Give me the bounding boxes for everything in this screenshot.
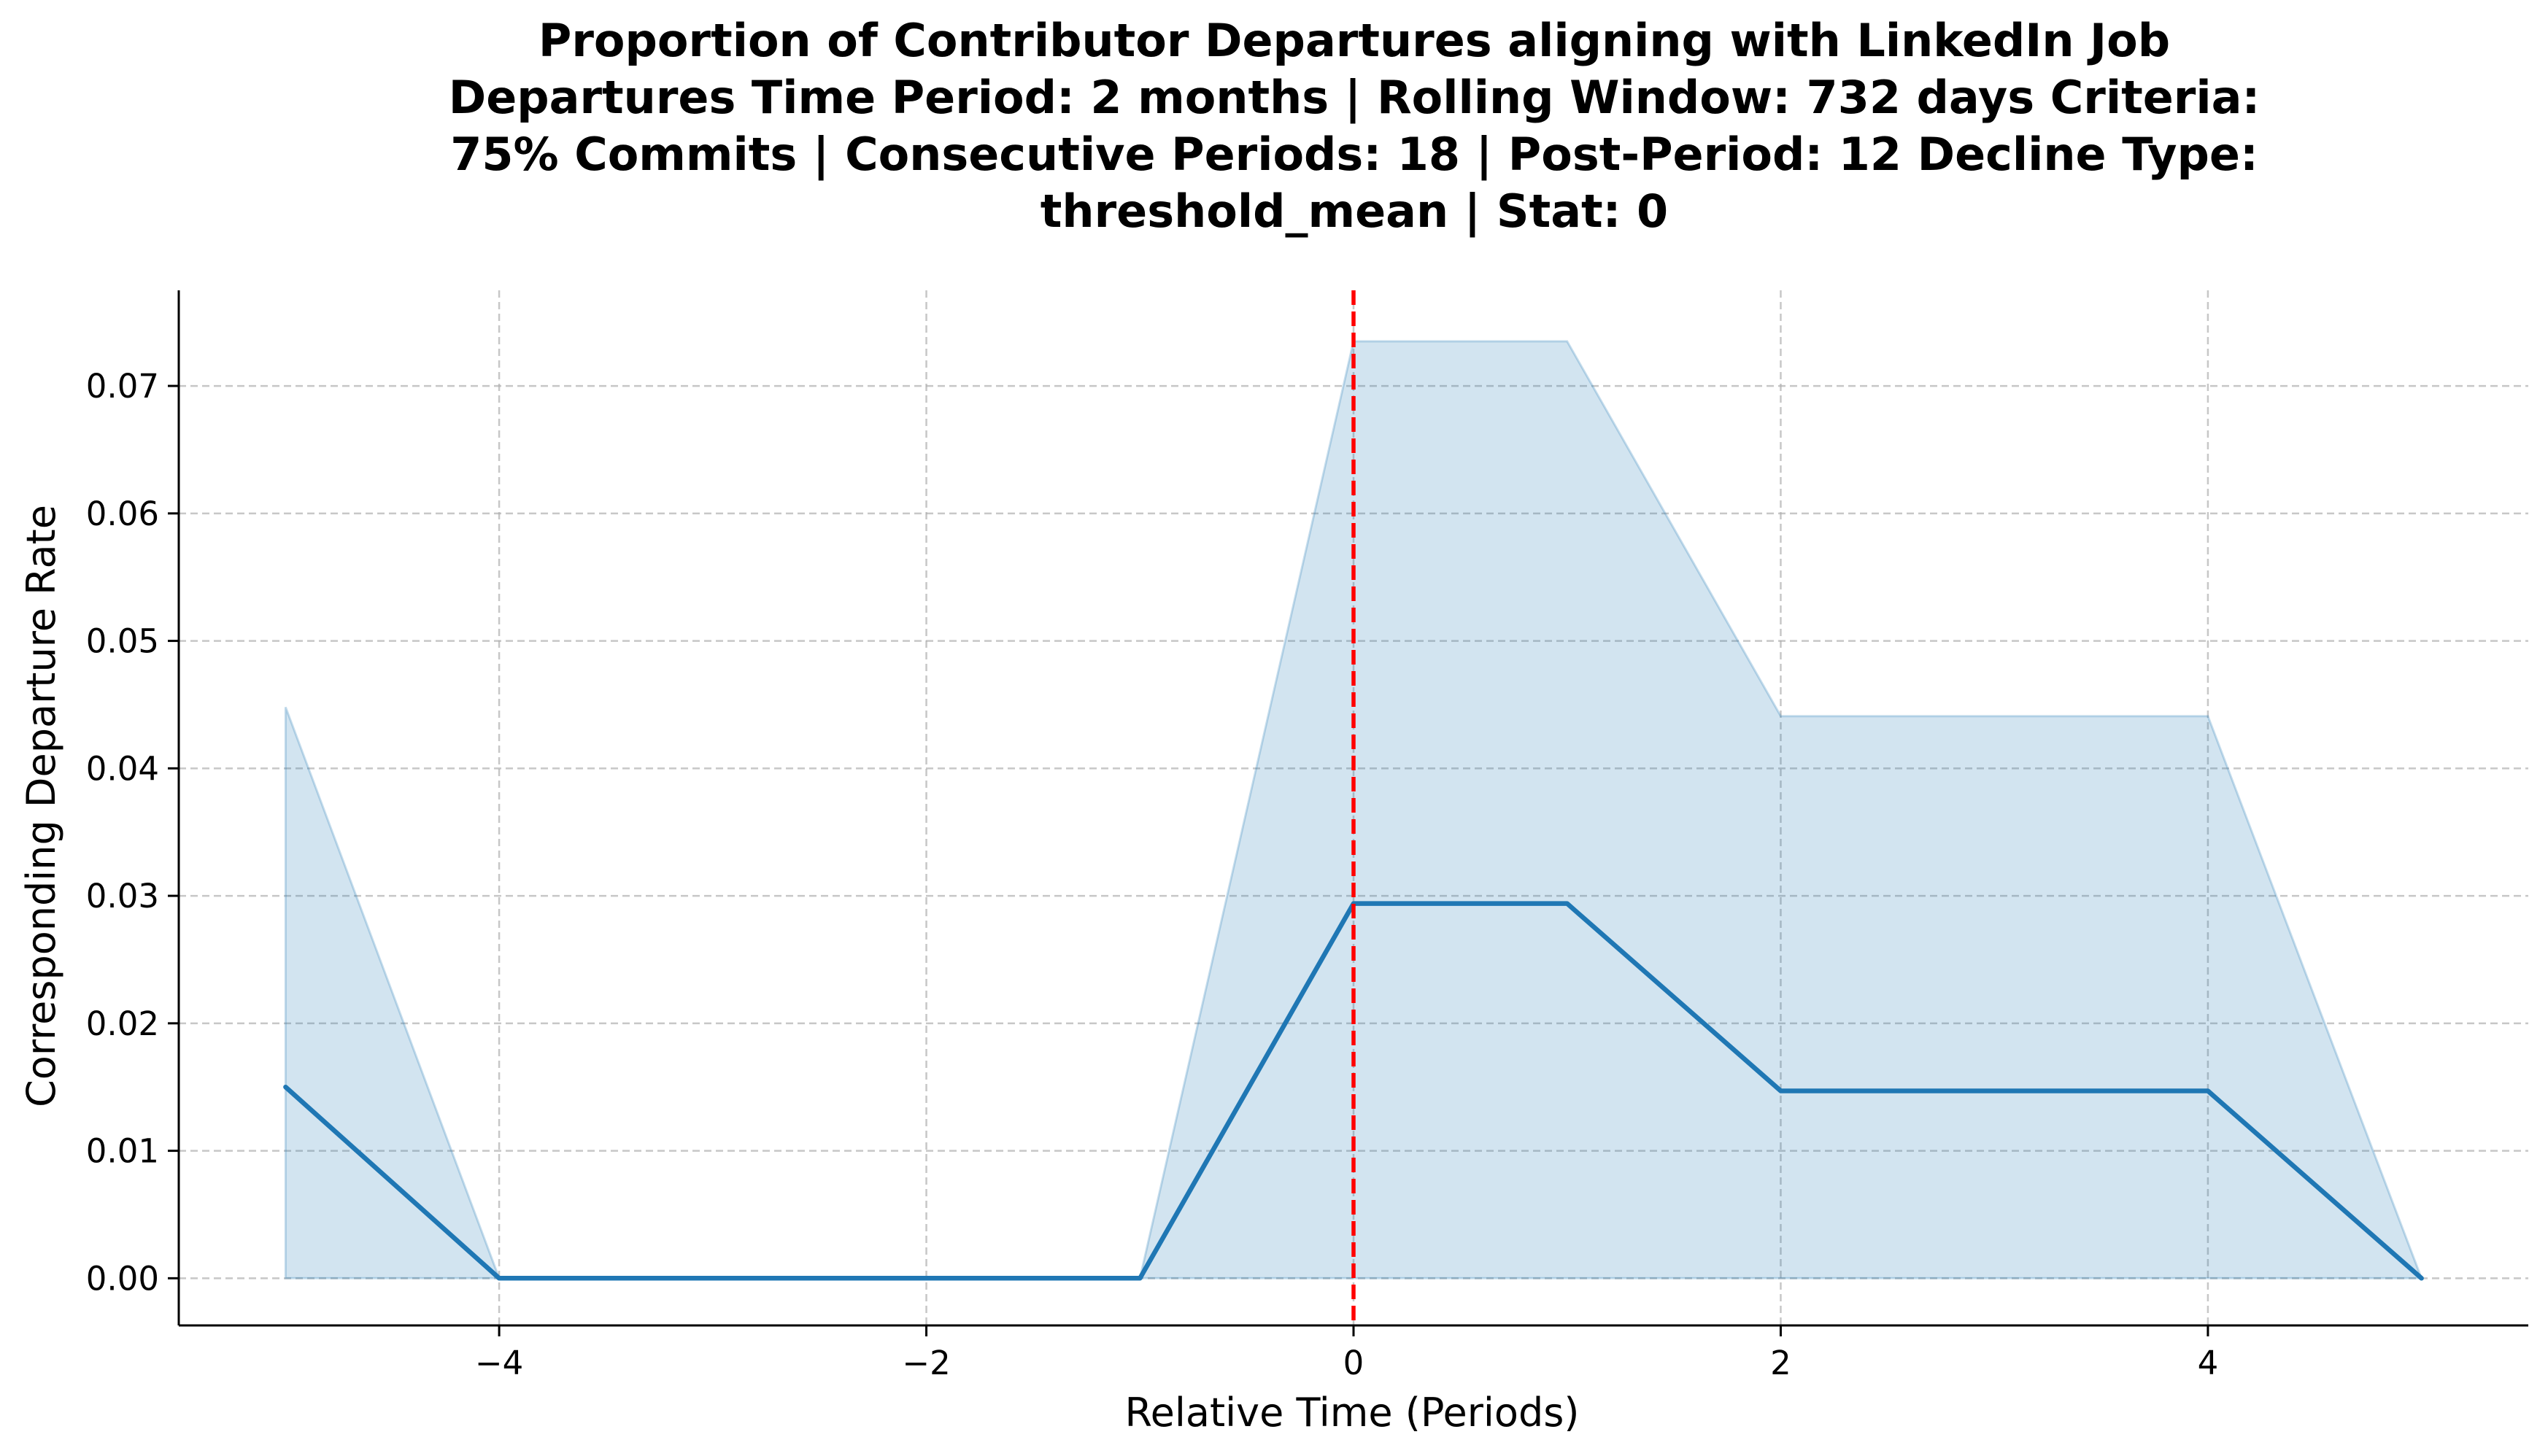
x-tick-label: 0 [1343, 1344, 1364, 1382]
y-axis-label: Corresponding Departure Rate [18, 505, 64, 1107]
chart-title-line: 75% Commits | Consecutive Periods: 18 | … [450, 128, 2258, 182]
x-axis-label: Relative Time (Periods) [1125, 1390, 1580, 1436]
data-point [1138, 1276, 1142, 1280]
x-tick-label: −4 [475, 1344, 523, 1382]
y-tick-label: 0.00 [86, 1259, 159, 1298]
data-point [924, 1276, 929, 1280]
chart-title: Proportion of Contributor Departures ali… [449, 14, 2261, 239]
x-tick-label: −2 [902, 1344, 950, 1382]
y-tick-label: 0.01 [86, 1132, 159, 1171]
data-point [1778, 1088, 1783, 1093]
chart-title-line: Proportion of Contributor Departures ali… [538, 14, 2170, 67]
plot-area [283, 290, 2424, 1325]
data-point [2206, 1088, 2210, 1093]
tick-labels: −4 −2 0 2 4 0.00 0.01 0.02 0.03 0.04 0.05 0.06 0.07 [86, 367, 2218, 1382]
y-tick-label: 0.07 [86, 367, 159, 406]
y-tick-label: 0.06 [86, 495, 159, 533]
y-tick-label: 0.05 [86, 622, 159, 661]
chart-title-line: Departures Time Period: 2 months | Rolli… [449, 71, 2261, 125]
data-point [1992, 1088, 1996, 1093]
y-tick-label: 0.02 [86, 1004, 159, 1043]
data-point [1565, 902, 1570, 906]
x-tick-label: 4 [2198, 1344, 2219, 1382]
series-line [283, 901, 2424, 1281]
data-point [283, 1085, 287, 1089]
data-point [497, 1276, 501, 1280]
x-tick-label: 2 [1770, 1344, 1791, 1382]
data-point [2420, 1276, 2424, 1280]
data-point [711, 1276, 715, 1280]
chart-title-line: threshold_mean | Stat: 0 [1041, 185, 1668, 239]
y-tick-label: 0.03 [86, 877, 159, 915]
y-tick-label: 0.04 [86, 749, 159, 788]
